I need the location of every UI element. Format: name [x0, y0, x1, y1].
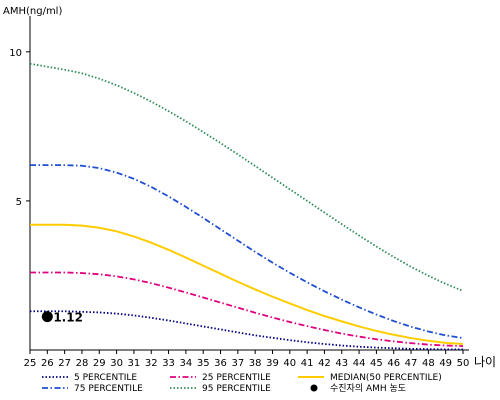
- x-tick-label: 43: [335, 358, 348, 369]
- x-tick-label: 40: [283, 358, 296, 369]
- x-tick-label: 33: [162, 358, 175, 369]
- y-axis-title: AMH(ng/ml): [3, 6, 62, 17]
- x-tick-label: 36: [214, 358, 227, 369]
- data-points: 1.12: [41, 311, 83, 325]
- x-tick-label: 31: [128, 358, 141, 369]
- x-tick-label: 39: [266, 358, 279, 369]
- x-tick-label: 28: [76, 358, 89, 369]
- x-tick-label: 47: [405, 358, 418, 369]
- x-tick-label: 32: [145, 358, 158, 369]
- series-line: [30, 164, 464, 339]
- y-tick-label: 10: [9, 48, 22, 59]
- series-line: [30, 223, 464, 346]
- legend-label: 5 PERCENTILE: [74, 373, 137, 383]
- x-tick-label: 34: [180, 358, 193, 369]
- x-axis-unit: 나이: [474, 355, 496, 369]
- series-lines: [29, 62, 464, 351]
- x-tick-label: 27: [58, 358, 71, 369]
- x-tick-label: 35: [197, 358, 210, 369]
- legend-label: 95 PERCENTILE: [202, 384, 271, 394]
- x-tick-label: 30: [110, 358, 123, 369]
- x-tick-label: 44: [353, 358, 366, 369]
- x-tick-label: 41: [301, 358, 314, 369]
- legend-swatch: [310, 384, 318, 392]
- series-line: [30, 310, 463, 351]
- y-tick-label: 5: [16, 197, 22, 208]
- legend-label: 수진자의 AMH 농도: [330, 383, 406, 394]
- x-tick-label: 49: [439, 358, 452, 369]
- x-tick-label: 50: [457, 358, 470, 369]
- legend-label: MEDIAN(50 PERCENTILE): [330, 373, 442, 383]
- x-tick-label: 25: [24, 358, 37, 369]
- series-line: [30, 271, 464, 348]
- x-tick-label: 38: [249, 358, 262, 369]
- series-line: [29, 62, 464, 292]
- x-tick-label: 26: [41, 358, 54, 369]
- patient-point: [41, 311, 53, 323]
- x-tick-label: 37: [231, 358, 244, 369]
- axes: AMH(ng/ml) 나이 5 10 25 26 27 28 29 30 31 32 33 34 35 3…: [3, 6, 496, 369]
- x-tick-label: 29: [93, 358, 106, 369]
- x-tick-label: 48: [422, 358, 435, 369]
- legend-label: 25 PERCENTILE: [202, 373, 271, 383]
- x-tick-label: 42: [318, 358, 331, 369]
- legend: 5 PERCENTILE 25 PERCENTILE MEDIAN(50 PERCE…: [42, 373, 442, 394]
- x-tick-label: 46: [387, 358, 400, 369]
- patient-point-label: 1.12: [53, 311, 83, 325]
- x-tick-label: 45: [370, 358, 383, 369]
- legend-label: 75 PERCENTILE: [74, 384, 143, 394]
